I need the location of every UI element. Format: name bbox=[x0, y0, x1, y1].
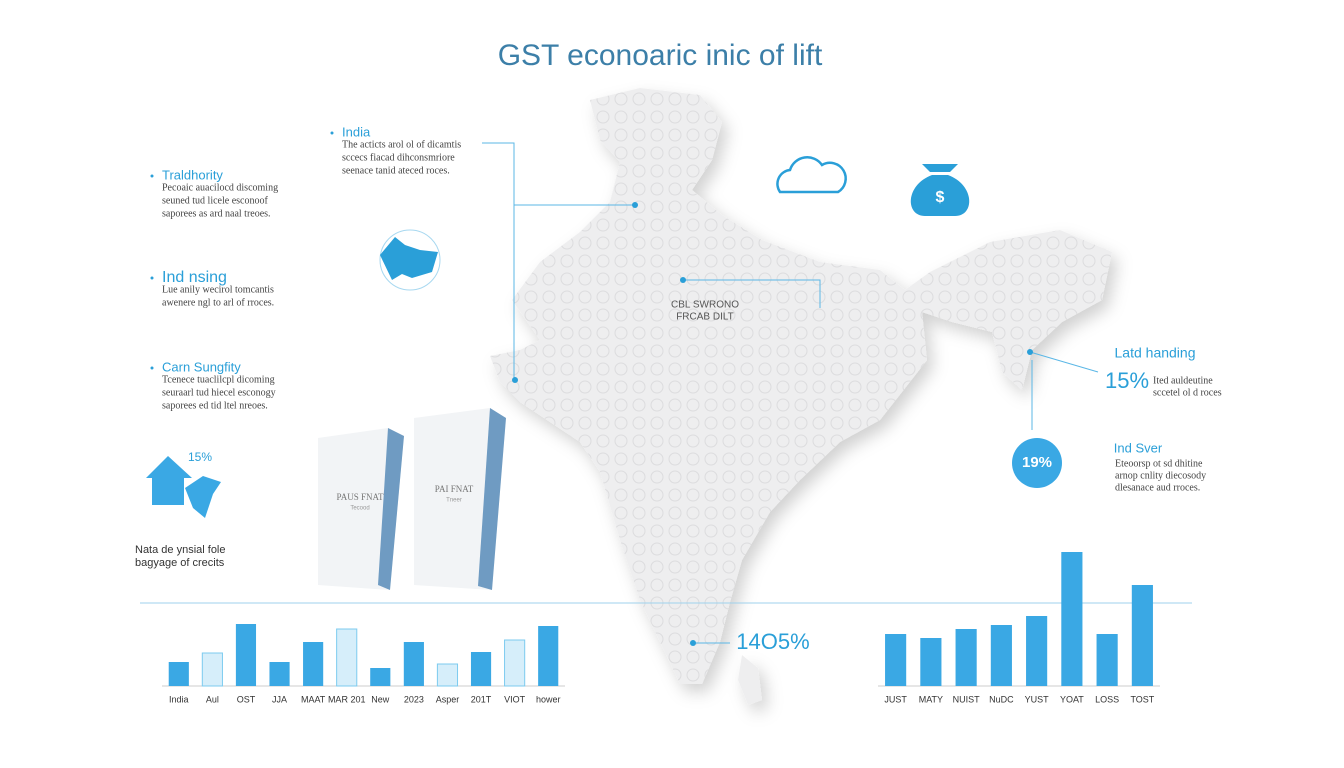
bar bbox=[1096, 634, 1118, 686]
note-text: seenace tanid ateced roces. bbox=[342, 165, 450, 176]
x-tick-label: Aul bbox=[206, 694, 219, 704]
bar bbox=[1061, 552, 1083, 686]
small-map-icon bbox=[379, 229, 441, 291]
note-text: sccecs fiacad dihconsmriore bbox=[342, 152, 455, 163]
x-tick-label: India bbox=[169, 694, 189, 704]
bar bbox=[336, 628, 358, 687]
connectors bbox=[140, 142, 1192, 644]
x-tick-label: MATY bbox=[919, 694, 943, 704]
bar bbox=[303, 642, 324, 686]
note-title: Ind Sver bbox=[1114, 440, 1163, 455]
note-text: seuned tud licele esconoof bbox=[162, 195, 268, 206]
note-text: awenere ngl to arl of rroces. bbox=[162, 297, 274, 308]
x-tick-label: TOST bbox=[1130, 694, 1154, 704]
x-tick-label: LOSS bbox=[1095, 694, 1119, 704]
money-bag-icon: $ bbox=[910, 164, 970, 216]
bar bbox=[470, 652, 492, 686]
x-tick-label: JJA bbox=[272, 694, 287, 704]
bar bbox=[235, 624, 257, 686]
title: GST econoaric inic of lift bbox=[498, 39, 823, 72]
note-text: Pecoaic auacilocd discoming bbox=[162, 182, 278, 193]
bar bbox=[201, 652, 223, 687]
x-tick-label: New bbox=[371, 694, 390, 704]
bar bbox=[990, 625, 1012, 686]
bar bbox=[504, 639, 526, 687]
x-tick-label: MAAT bbox=[301, 694, 326, 704]
cloud-icon bbox=[776, 156, 847, 194]
bullet bbox=[150, 276, 154, 280]
x-tick-label: 201T bbox=[471, 694, 492, 704]
svg-text:$: $ bbox=[936, 189, 945, 206]
note-title: Ind nsing bbox=[162, 269, 227, 286]
box-sub: Tecood bbox=[350, 506, 369, 512]
bullet bbox=[150, 174, 154, 178]
bar bbox=[168, 662, 189, 686]
bar bbox=[436, 663, 459, 687]
x-tick-label: OST bbox=[237, 694, 256, 704]
note-text: seuraarl tud hiecel esconogy bbox=[162, 387, 276, 398]
bar bbox=[538, 626, 559, 686]
bar bbox=[1026, 616, 1048, 686]
x-tick-label: hower bbox=[536, 694, 561, 704]
south-value: 14O5% bbox=[736, 629, 809, 654]
note-text: Lue anily wecirol tomcantis bbox=[162, 284, 274, 295]
house-icon bbox=[146, 456, 221, 518]
bullet bbox=[330, 131, 334, 135]
x-tick-label: YUST bbox=[1025, 694, 1050, 704]
note-title: Carn Sungfity bbox=[162, 359, 241, 374]
note-title: Latd handing bbox=[1115, 345, 1196, 361]
x-tick-label: VIOT bbox=[504, 694, 526, 704]
map-label: CBL SWRONO bbox=[671, 300, 739, 311]
map bbox=[490, 88, 1112, 705]
value-circle bbox=[1012, 438, 1062, 488]
caption: Nata de ynsial fole bbox=[135, 544, 226, 556]
bullet bbox=[150, 366, 154, 370]
note-text: saporees ed tid ltel nreoes. bbox=[162, 400, 268, 411]
bar bbox=[403, 642, 424, 686]
note-title: Traldhority bbox=[162, 167, 223, 182]
x-tick-label: MAR 201 bbox=[328, 694, 366, 704]
note-title: India bbox=[342, 124, 371, 139]
note-text: The acticts arol ol of dicamtis bbox=[342, 139, 461, 150]
box-title: PAUS FNAT bbox=[337, 492, 384, 502]
dots bbox=[512, 202, 1033, 646]
box-title: PAI FNAT bbox=[435, 484, 474, 494]
note-text: Eteoorsp ot sd dhitine bbox=[1115, 458, 1203, 469]
x-tick-label: NUIST bbox=[953, 694, 981, 704]
note-text: Tcenece tuaclilcpl dicoming bbox=[162, 374, 275, 385]
note-text: sccetel ol d roces bbox=[1153, 387, 1222, 398]
note-text: dlesanace aud rroces. bbox=[1115, 482, 1200, 493]
bar bbox=[885, 634, 907, 686]
bar bbox=[955, 629, 977, 686]
x-tick-label: YOAT bbox=[1060, 694, 1084, 704]
note-value: 19% bbox=[1022, 454, 1052, 471]
bar bbox=[269, 662, 290, 686]
box-sub: Tneer bbox=[446, 498, 462, 504]
boxes bbox=[318, 408, 506, 590]
x-tick-label: NuDC bbox=[989, 694, 1014, 704]
house-label: 15% bbox=[188, 450, 212, 464]
x-tick-label: Asper bbox=[436, 694, 460, 704]
bar bbox=[1131, 585, 1153, 686]
x-tick-label: 2023 bbox=[404, 694, 424, 704]
note-value: 15% bbox=[1105, 368, 1149, 393]
bar bbox=[920, 638, 942, 686]
x-tick-label: JUST bbox=[884, 694, 907, 704]
note-text: arnop cnlity diecosody bbox=[1115, 470, 1206, 481]
bar bbox=[370, 668, 391, 686]
note-text: Ited auldeutine bbox=[1153, 375, 1213, 386]
note-text: saporees as ard naal treoes. bbox=[162, 208, 271, 219]
map-label: FRCAB DILT bbox=[676, 312, 734, 323]
caption: bagyage of crecits bbox=[135, 557, 225, 569]
